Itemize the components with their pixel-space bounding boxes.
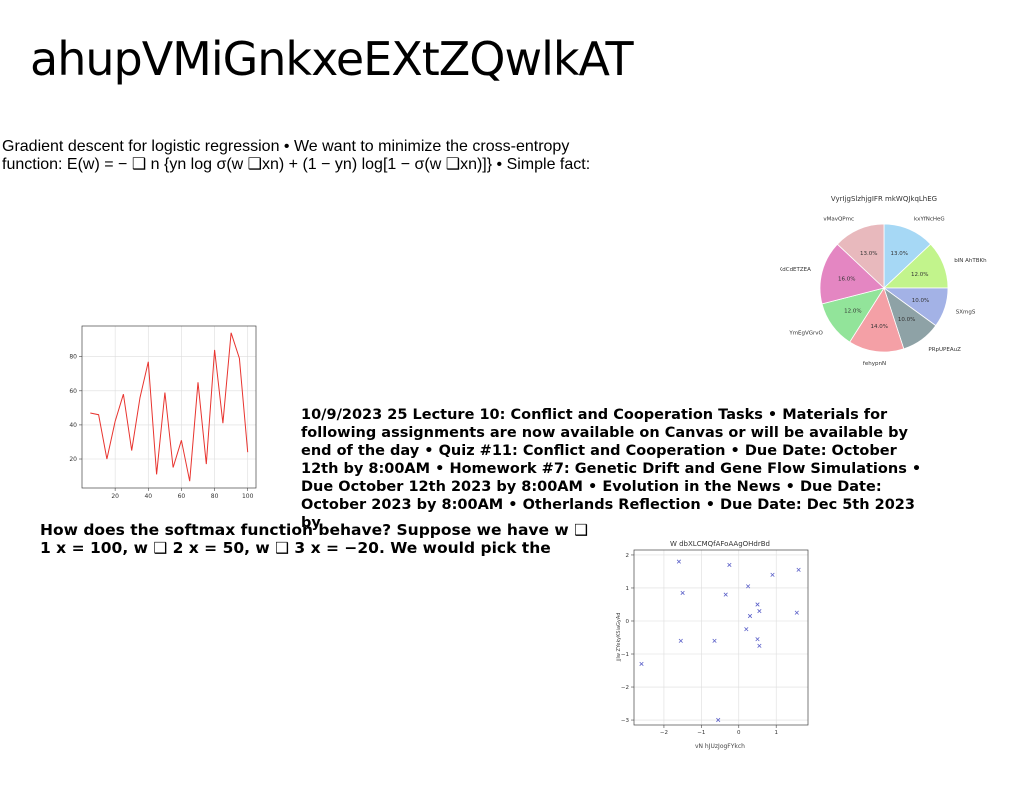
y-tick-label: −1 [621, 652, 629, 658]
x-tick-label: 40 [144, 493, 152, 500]
pie-slice-label: kxYfNcHeG [914, 217, 945, 223]
scatter-point [678, 638, 683, 643]
pie-slice-label: SXmgS [956, 309, 976, 315]
pie-slice-label: PRpUPEAuZ [928, 347, 961, 353]
pie-percent-label: 13.0% [860, 251, 877, 257]
scatter-point [755, 602, 760, 607]
scatter-point [757, 609, 762, 614]
x-tick-label: 100 [242, 493, 254, 500]
x-tick-label: 20 [111, 493, 119, 500]
x-tick-label: 0 [737, 730, 741, 736]
pie-chart: VyrIjgSlzhjgIFR mkWQJkqLhEG 13.0% kxYfNcH… [780, 195, 987, 367]
x-tick-label: −2 [660, 730, 668, 736]
x-tick-label: 80 [211, 493, 219, 500]
y-tick-label: 40 [69, 422, 77, 429]
scatter-point [794, 610, 799, 615]
pie-slice [836, 223, 885, 289]
scatter-point [757, 643, 762, 648]
scatter-point [723, 592, 728, 597]
y-tick-label: 20 [69, 456, 77, 463]
pie-slice-label: KdCdETZEA [780, 267, 811, 273]
scatter-point [676, 559, 681, 564]
scatter-point [639, 661, 644, 666]
pie-slice [819, 243, 885, 305]
pie-slice-label: fehypnN [863, 361, 886, 367]
plot-frame [633, 549, 809, 726]
x-tick-label: −1 [697, 730, 705, 736]
y-tick-label: 1 [626, 586, 630, 592]
scatter-point [680, 590, 685, 595]
plot-frame [81, 325, 257, 489]
scatter-point [746, 584, 751, 589]
scatter-point [796, 567, 801, 572]
pie-slice [849, 287, 905, 353]
pie-percent-label: 10.0% [898, 317, 915, 323]
pie-percent-label: 16.0% [838, 277, 855, 283]
pie-chart-title: VyrIjgSlzhjgIFR mkWQJkqLhEG [831, 195, 937, 203]
y-tick-label: 0 [626, 619, 630, 625]
y-tick-label: −3 [621, 718, 630, 724]
scatter-point [770, 572, 775, 577]
lecture-announcements-text: 10/9/2023 25 Lecture 10: Conflict and Co… [301, 407, 922, 531]
pie-percent-label: 12.0% [911, 272, 928, 278]
scatter-chart: W dbXLCMQfAFoAAgOHdrBd vN hJUzJogFYkch j… [616, 540, 809, 750]
x-tick-label: 1 [774, 730, 778, 736]
scatter-point [727, 562, 732, 567]
y-tick-label: 60 [69, 388, 77, 395]
pie-percent-label: 10.0% [912, 298, 929, 304]
pie-slice-label: vMavQPmc [823, 217, 854, 223]
scatter-point [744, 627, 749, 632]
pie-slice-label: YmEgVGrvO [788, 330, 823, 336]
x-tick-label: 60 [178, 493, 186, 500]
line-chart: 20 40 60 80 100 20 40 60 80 [69, 325, 257, 500]
scatter-chart-title: W dbXLCMQfAFoAAgOHdrBd [670, 540, 770, 548]
scatter-point [747, 613, 753, 619]
scatter-point [716, 717, 721, 723]
scatter-point [712, 638, 717, 643]
slide-title: ahupVMiGnkxeEXtZQwlkAT [30, 32, 634, 86]
pie-slice-label: bIN AhTBKh [954, 258, 987, 264]
scatter-point [755, 637, 760, 642]
pie-percent-label: 13.0% [891, 251, 908, 257]
softmax-question-text: How does the softmax function behave? Su… [40, 521, 589, 557]
line-series [90, 332, 249, 482]
gradient-descent-text: Gradient descent for logistic regression… [2, 138, 591, 173]
scatter-y-label: jjIw ZYekyKSiaGyAd [616, 613, 622, 663]
scatter-x-label: vN hJUzJogFYkch [695, 743, 745, 750]
y-tick-label: −2 [621, 685, 629, 691]
y-tick-label: 80 [69, 354, 77, 361]
y-tick-label: 2 [626, 553, 630, 559]
pie-percent-label: 12.0% [844, 309, 861, 315]
pie-percent-label: 14.0% [870, 324, 887, 330]
